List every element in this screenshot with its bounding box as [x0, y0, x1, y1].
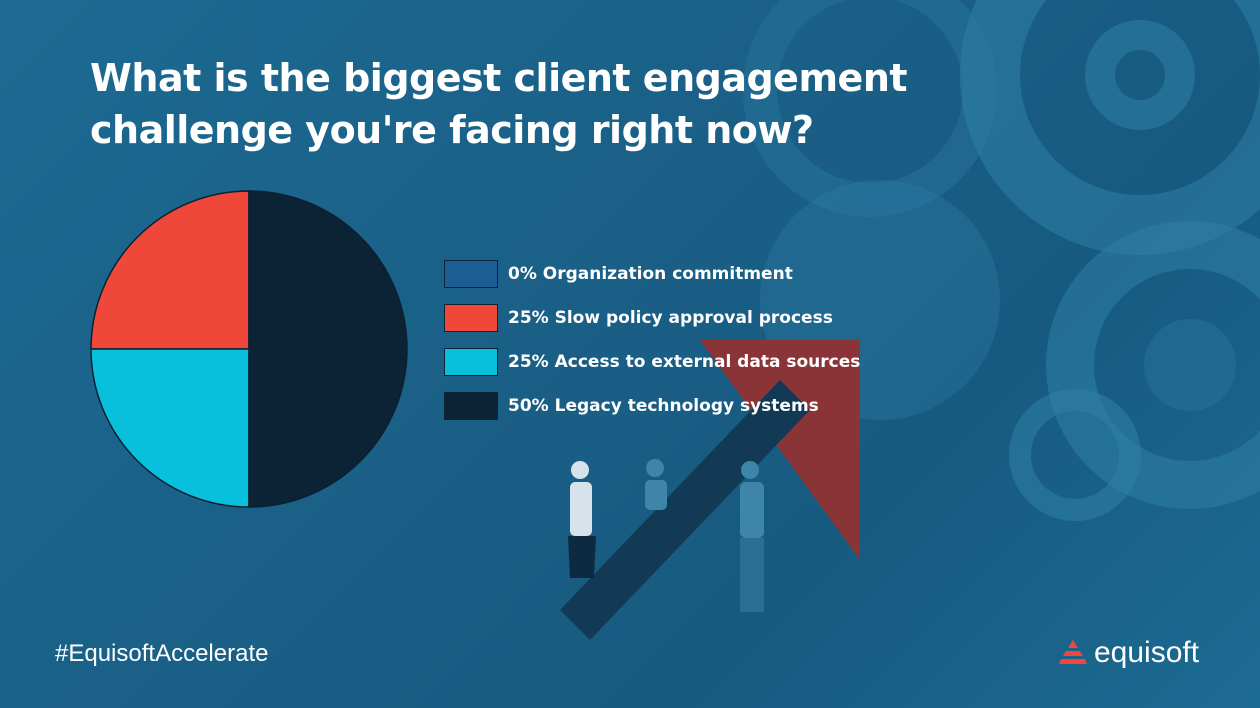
hashtag-label: #EquisoftAccelerate: [55, 640, 269, 667]
legend-swatch: [444, 260, 498, 288]
legend-item: 25% Slow policy approval process: [444, 303, 924, 333]
legend-swatch: [444, 304, 498, 332]
legend-label: 0% Organization commitment: [508, 264, 793, 284]
legend-swatch: [444, 348, 498, 376]
slide-title: What is the biggest client engagement ch…: [90, 56, 908, 152]
legend-label: 25% Slow policy approval process: [508, 308, 833, 328]
legend-label: 25% Access to external data sources: [508, 352, 861, 372]
legend-item: 0% Organization commitment: [444, 259, 924, 289]
chart-legend: 0% Organization commitment 25% Slow poli…: [444, 259, 924, 435]
legend-item: 50% Legacy technology systems: [444, 391, 924, 421]
legend-swatch: [444, 392, 498, 420]
legend-item: 25% Access to external data sources: [444, 347, 924, 377]
brand-name: equisoft: [1094, 636, 1200, 669]
pie-slice: [90, 348, 250, 508]
pie-slice: [248, 190, 408, 508]
pie-chart: [90, 190, 408, 508]
legend-label: 50% Legacy technology systems: [508, 396, 819, 416]
equisoft-logo-icon: [1059, 640, 1087, 664]
pie-slice: [90, 190, 250, 350]
equisoft-logo: equisoft: [1058, 636, 1199, 670]
